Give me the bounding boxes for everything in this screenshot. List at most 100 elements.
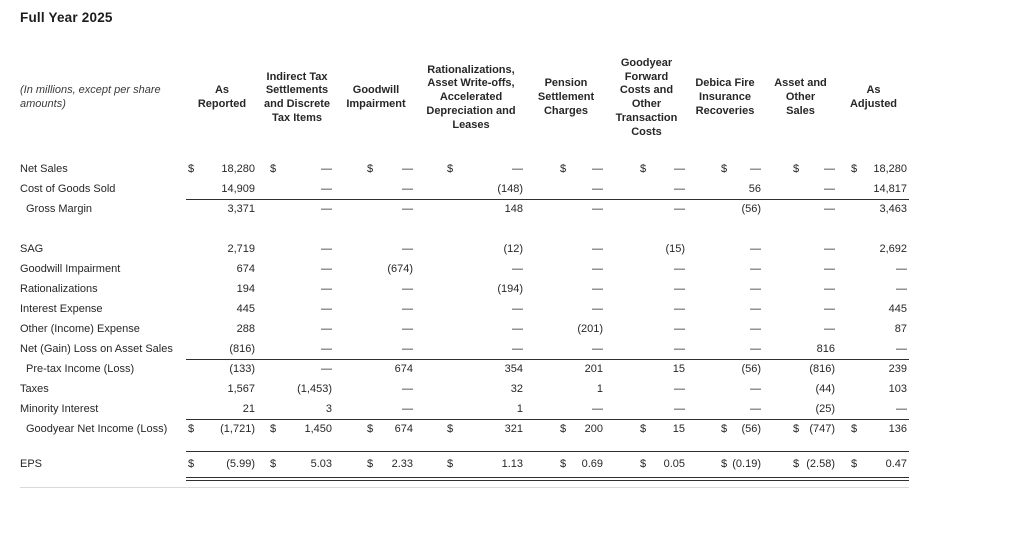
cell-value: 194: [236, 283, 255, 295]
table-row: Taxes 1,567 (1,453) — 32 1 — — (44) 103: [20, 379, 909, 399]
value-cell: (148): [416, 179, 526, 200]
cell-value: —: [321, 363, 332, 376]
table-row: Minority Interest 21 3 — 1 — — — (25) —: [20, 399, 909, 420]
currency-symbol: $: [560, 423, 567, 436]
currency-symbol: $: [188, 458, 195, 470]
table-row: Rationalizations 194 — — (194) — — — — —: [20, 279, 909, 299]
spacer-cell: [336, 219, 416, 239]
currency-symbol: $: [851, 423, 858, 436]
cell-value: (816): [229, 342, 255, 355]
spacer-cell: [526, 439, 606, 451]
value-cell: 816: [763, 339, 838, 360]
currency-symbol: $: [793, 458, 800, 470]
cell-value: 148: [504, 203, 523, 216]
value-cell: $ —: [687, 159, 763, 179]
value-cell: —: [606, 379, 687, 399]
value-cell: —: [416, 339, 526, 360]
currency-symbol: $: [640, 458, 647, 470]
cell-value: —: [824, 163, 835, 175]
currency-symbol: $: [270, 163, 277, 175]
spacer-cell: [526, 477, 606, 481]
spacer-cell: [606, 439, 687, 451]
spacer-cell: [606, 219, 687, 239]
currency-symbol: $: [188, 163, 195, 175]
cell-value: 200: [584, 423, 603, 436]
value-cell: —: [258, 359, 336, 379]
spacer-cell: [606, 480, 687, 488]
cell-value: —: [592, 402, 603, 415]
value-cell: —: [526, 199, 606, 219]
cell-value: —: [402, 243, 413, 255]
value-cell: —: [838, 399, 909, 420]
spacer-cell: [258, 439, 336, 451]
cell-value: —: [750, 383, 761, 395]
value-cell: —: [687, 399, 763, 420]
value-cell: (15): [606, 239, 687, 259]
value-cell: 148: [416, 199, 526, 219]
cell-value: 18,280: [873, 163, 907, 175]
cell-value: —: [674, 323, 685, 335]
cell-value: 136: [888, 423, 907, 436]
value-cell: 674: [336, 359, 416, 379]
row-label: Taxes: [20, 383, 49, 395]
cell-value: —: [674, 402, 685, 415]
value-cell: —: [258, 319, 336, 339]
currency-symbol: $: [851, 163, 858, 175]
cell-value: (12): [503, 243, 523, 255]
value-cell: —: [258, 279, 336, 299]
cell-value: —: [750, 283, 761, 295]
cell-value: —: [824, 303, 835, 315]
cell-value: 0.47: [885, 458, 907, 470]
value-cell: (44): [763, 379, 838, 399]
cell-value: 2,719: [227, 243, 255, 255]
value-cell: —: [336, 339, 416, 360]
cell-value: —: [750, 263, 761, 275]
cell-value: (25): [815, 402, 835, 415]
value-cell: —: [258, 239, 336, 259]
cell-value: —: [592, 203, 603, 216]
cell-value: 21: [242, 402, 255, 415]
value-cell: —: [606, 319, 687, 339]
cell-value: —: [512, 323, 523, 335]
value-cell: $0.05: [606, 450, 687, 478]
cell-value: —: [592, 263, 603, 275]
value-cell: $674: [336, 419, 416, 439]
cell-value: —: [896, 263, 907, 275]
value-cell: —: [606, 299, 687, 319]
cell-value: 15: [672, 423, 685, 436]
currency-symbol: $: [447, 458, 454, 470]
value-cell: —: [526, 259, 606, 279]
value-cell: —: [687, 319, 763, 339]
reconciliation-table: (In millions, except per share amounts) …: [20, 37, 909, 488]
cell-value: (56): [741, 423, 761, 436]
value-cell: —: [838, 259, 909, 279]
cell-value: 14,909: [221, 182, 255, 195]
value-cell: —: [336, 299, 416, 319]
spacer-cell: [838, 477, 909, 481]
value-cell: 1: [526, 379, 606, 399]
value-cell: —: [687, 279, 763, 299]
spacer-row: [20, 477, 909, 481]
spacer-cell: [687, 219, 763, 239]
cell-value: —: [321, 203, 332, 216]
value-cell: —: [606, 339, 687, 360]
cell-value: 0.69: [581, 458, 603, 470]
value-cell: —: [258, 199, 336, 219]
value-cell: —: [687, 379, 763, 399]
value-cell: 445: [838, 299, 909, 319]
cell-value: (44): [815, 383, 835, 395]
header-row: (In millions, except per share amounts) …: [20, 37, 909, 159]
value-cell: —: [336, 319, 416, 339]
value-cell: —: [258, 259, 336, 279]
value-cell: —: [763, 199, 838, 219]
currency-symbol: $: [793, 163, 800, 175]
spacer-cell: [416, 439, 526, 451]
value-cell: 32: [416, 379, 526, 399]
cell-value: —: [750, 303, 761, 315]
currency-symbol: $: [721, 458, 728, 470]
spacer-cell: [763, 219, 838, 239]
currency-symbol: $: [560, 163, 567, 175]
value-cell: —: [606, 399, 687, 420]
table-row: Net (Gain) Loss on Asset Sales (816) — — — — —…: [20, 339, 909, 360]
